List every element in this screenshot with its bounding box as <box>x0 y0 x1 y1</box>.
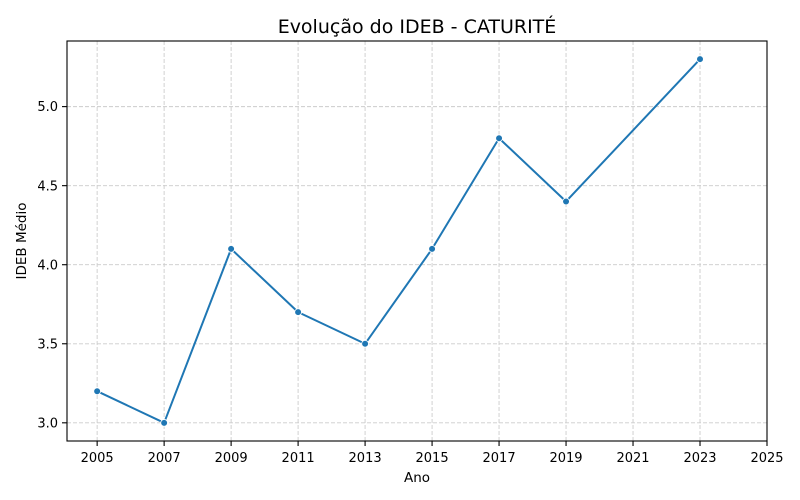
data-point <box>495 134 503 143</box>
x-axis: 2005 2007 2009 2011 2013 2015 2017 2019 2021 2023… <box>81 441 784 466</box>
y-tick-label: 4.5 <box>37 179 58 194</box>
x-tick-label: 2005 <box>81 451 114 466</box>
data-point <box>361 339 369 348</box>
x-tick-label: 2017 <box>483 451 516 466</box>
data-point <box>93 387 101 396</box>
x-tick-label: 2009 <box>215 451 248 466</box>
x-tick-label: 2023 <box>683 451 716 466</box>
chart-title: Evolução do IDEB - CATURITÉ <box>278 15 557 38</box>
data-point <box>227 245 235 253</box>
x-tick-label: 2025 <box>750 451 783 466</box>
data-point <box>428 245 436 253</box>
x-tick-label: 2019 <box>549 451 582 466</box>
plot-frame <box>66 40 768 442</box>
data-point <box>562 197 570 206</box>
y-tick-label: 3.0 <box>37 416 58 431</box>
y-tick-label: 4.0 <box>37 258 58 273</box>
x-tick-label: 2007 <box>148 451 181 466</box>
x-axis-label: Ano <box>404 470 430 486</box>
x-tick-label: 2015 <box>416 451 449 466</box>
x-tick-label: 2013 <box>349 451 382 466</box>
series-layer <box>93 55 704 427</box>
y-axis: 3.0 3.5 4.0 4.5 5.0 <box>37 100 67 431</box>
data-point <box>294 308 302 316</box>
y-axis-label: IDEB Médio <box>14 203 30 280</box>
data-point <box>696 55 704 63</box>
y-tick-label: 3.5 <box>37 337 58 352</box>
x-tick-label: 2021 <box>616 451 649 466</box>
data-point <box>160 419 168 427</box>
y-tick-label: 5.0 <box>37 100 58 115</box>
grid <box>67 41 768 441</box>
x-tick-label: 2011 <box>282 451 315 466</box>
